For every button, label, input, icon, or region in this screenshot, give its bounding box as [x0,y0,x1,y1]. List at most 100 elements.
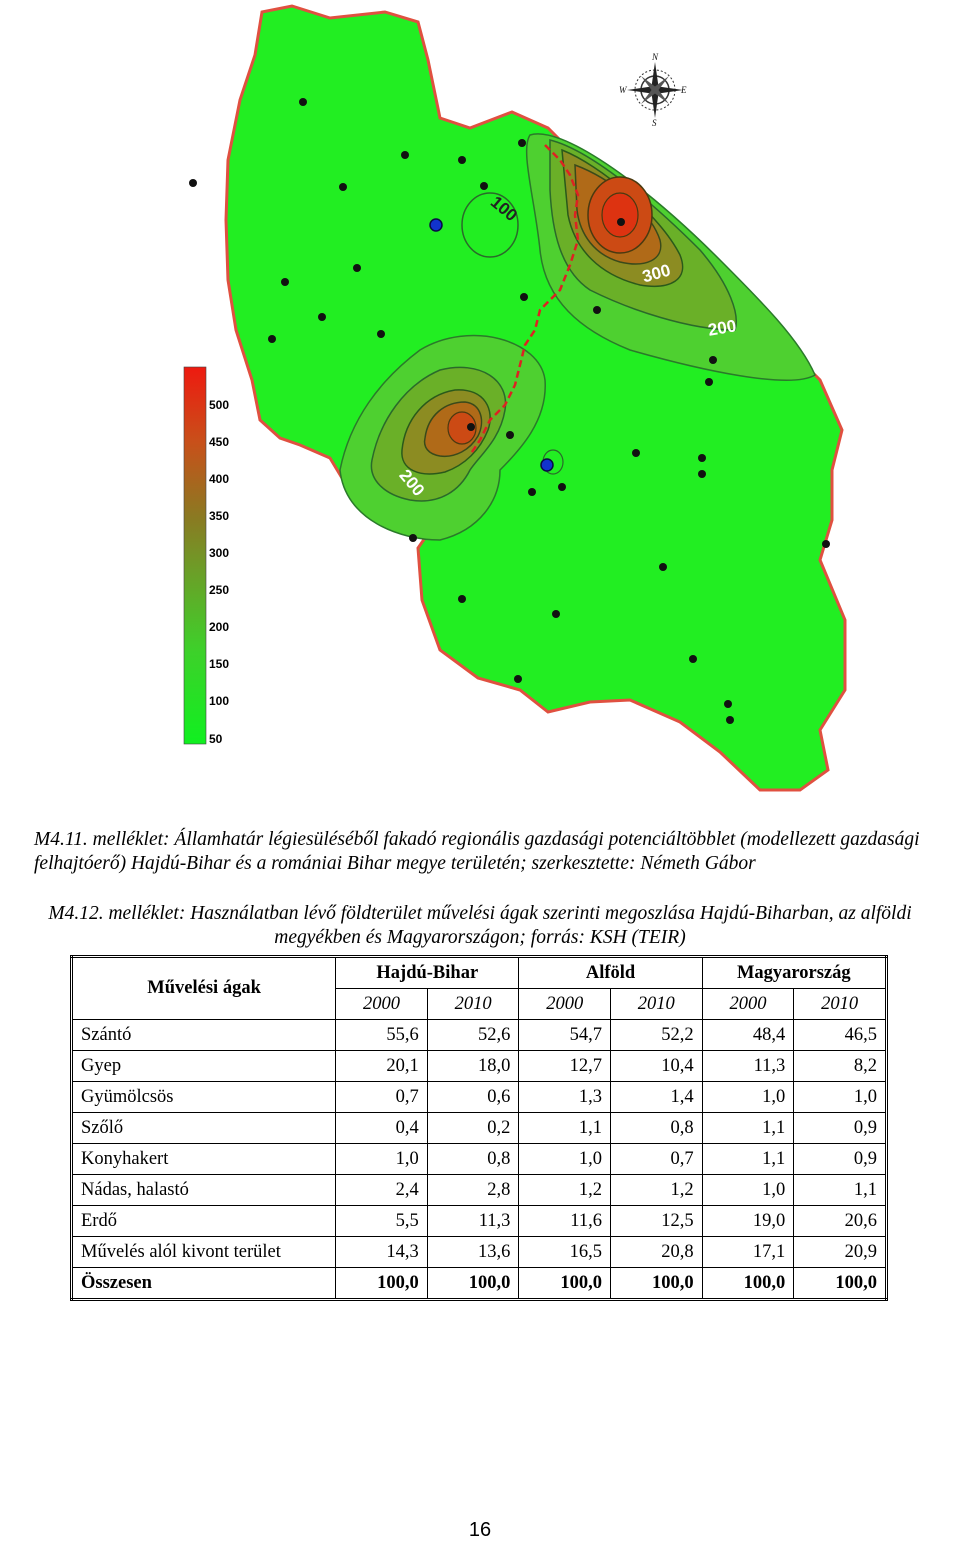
table-cell: 54,7 [518,1019,611,1051]
table-cell: 46,5 [793,1019,887,1051]
table-cell: 16,5 [518,1236,611,1268]
table-cell: 1,2 [518,1174,611,1206]
table-cell: 11,3 [701,1050,795,1082]
year-header: 2000 [518,988,611,1020]
potential-map-figure: 100 300 200 200 N S E W 500 450 4 [183,4,847,792]
table-cell: 13,6 [426,1236,520,1268]
table-cell: 0,8 [610,1112,703,1144]
compass-s: S [652,118,657,128]
figure-caption: M4.11. melléklet: Államhatár légiesülésé… [34,829,920,874]
row-label: Gyep [70,1050,337,1082]
table-cell: 10,4 [610,1050,703,1082]
table-cell: 52,6 [426,1019,520,1051]
year-header: 2010 [610,988,703,1020]
table-cell: 0,8 [426,1143,520,1175]
year-header: 2000 [335,988,428,1020]
group-header-alfold: Alföld [518,956,703,989]
table-row: Gyümölcsös 0,7 0,6 1,3 1,4 1,0 1,0 [70,1081,887,1113]
table-cell: 55,6 [335,1019,428,1051]
legend-label-100: 100 [209,694,229,708]
legend-label-400: 400 [209,472,229,486]
year-header: 2010 [793,988,887,1020]
table-cell: 1,2 [610,1174,703,1206]
table-cell: 0,7 [335,1081,428,1113]
table-cell: 20,9 [793,1236,887,1268]
table-cell: 1,0 [518,1143,611,1175]
legend-label-300: 300 [209,546,229,560]
city-markers [429,218,554,472]
legend-label-500: 500 [209,398,229,412]
row-label: Erdő [70,1205,337,1237]
table-cell: 52,2 [610,1019,703,1051]
table-cell: 12,7 [518,1050,611,1082]
legend-label-50: 50 [209,732,223,746]
table-cell: 100,0 [518,1267,611,1300]
compass-rose: N S E W [619,52,687,128]
row-label: Művelés alól kivont terület [70,1236,337,1268]
table-cell: 17,1 [701,1236,795,1268]
table-cell: 19,0 [701,1205,795,1237]
row-label: Konyhakert [70,1143,337,1175]
compass-w: W [619,85,628,95]
table-cell: 0,2 [426,1112,520,1144]
compass-n: N [651,52,659,62]
color-legend: 500 450 400 350 300 250 200 150 100 50 [183,366,229,746]
table-cell: 0,7 [610,1143,703,1175]
legend-label-350: 350 [209,509,229,523]
legend-color-bar [183,366,207,745]
table-cell: 0,6 [426,1081,520,1113]
table-row: Gyep 20,1 18,0 12,7 10,4 11,3 8,2 [70,1050,887,1082]
year-header: 2000 [701,988,795,1020]
row-label: Nádas, halastó [70,1174,337,1206]
table-cell: 1,0 [793,1081,887,1113]
table-cell: 100,0 [335,1267,428,1300]
table-cell: 1,1 [793,1174,887,1206]
table-cell: 1,1 [701,1143,795,1175]
table-cell: 20,6 [793,1205,887,1237]
table-cell: 8,2 [793,1050,887,1082]
legend-label-200: 200 [209,620,229,634]
land-use-table: Művelési ágak Hajdú-Bihar Alföld Magyaro… [70,955,888,1301]
table-cell: 1,0 [701,1174,795,1206]
table-cell: 100,0 [426,1267,520,1300]
table-cell: 0,9 [793,1112,887,1144]
row-header-cell: Művelési ágak [70,956,337,1020]
table-cell: 0,4 [335,1112,428,1144]
page-number: 16 [468,1519,492,1541]
table-cell: 100,0 [793,1267,887,1300]
table-cell: 2,8 [426,1174,520,1206]
table-cell: 18,0 [426,1050,520,1082]
row-label: Szántó [70,1019,337,1051]
table-cell: 1,3 [518,1081,611,1113]
row-label: Összesen [70,1267,337,1300]
table-cell: 11,3 [426,1205,520,1237]
table-cell: 1,1 [518,1112,611,1144]
table-caption: M4.12. melléklet: Használatban lévő föld… [48,903,912,948]
table-cell: 11,6 [518,1205,611,1237]
compass-e: E [680,85,687,95]
table-row: Konyhakert 1,0 0,8 1,0 0,7 1,1 0,9 [70,1143,887,1175]
northeast-hotspot-contours [461,133,816,381]
table-cell: 12,5 [610,1205,703,1237]
group-header-magyarorszag: Magyarország [701,956,888,989]
table-cell: 20,8 [610,1236,703,1268]
contour-label-200-ne: 200 [707,316,738,340]
table-cell: 20,1 [335,1050,428,1082]
table-cell: 14,3 [335,1236,428,1268]
legend-label-150: 150 [209,657,229,671]
table-row: Erdő 5,5 11,3 11,6 12,5 19,0 20,6 [70,1205,887,1237]
table-cell: 1,0 [335,1143,428,1175]
state-border-line [468,144,580,456]
table-cell: 2,4 [335,1174,428,1206]
table-row: Művelés alól kivont terület 14,3 13,6 16… [70,1236,887,1268]
table-cell: 1,4 [610,1081,703,1113]
table-total-row: Összesen 100,0 100,0 100,0 100,0 100,0 1… [70,1267,887,1300]
table-cell: 5,5 [335,1205,428,1237]
legend-label-450: 450 [209,435,229,449]
table-row: Szőlő 0,4 0,2 1,1 0,8 1,1 0,9 [70,1112,887,1144]
table-cell: 48,4 [701,1019,795,1051]
table-row: Nádas, halastó 2,4 2,8 1,2 1,2 1,0 1,1 [70,1174,887,1206]
table-cell: 100,0 [610,1267,703,1300]
group-header-hajdu-bihar: Hajdú-Bihar [335,956,520,989]
central-hotspot-contours [339,334,564,541]
